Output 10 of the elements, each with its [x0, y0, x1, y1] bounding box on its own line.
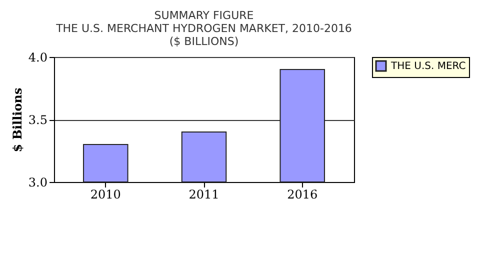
legend-label: THE U.S. MERC	[390, 61, 466, 72]
y-tick-label: 3.0	[28, 176, 48, 190]
y-tick-label: 3.5	[28, 113, 48, 127]
x-tick-label: 2011	[188, 188, 220, 202]
x-tick-label: 2010	[90, 188, 121, 202]
y-tick-label: 4.0	[28, 50, 48, 64]
x-tick-label: 2016	[287, 188, 318, 202]
chart-title: SUMMARY FIGURE	[154, 9, 254, 22]
chart-subtitle: THE U.S. MERCHANT HYDROGEN MARKET, 2010-2016 ($ BILLIONS)	[55, 22, 352, 48]
y-axis-title: $ Billions	[10, 88, 24, 152]
